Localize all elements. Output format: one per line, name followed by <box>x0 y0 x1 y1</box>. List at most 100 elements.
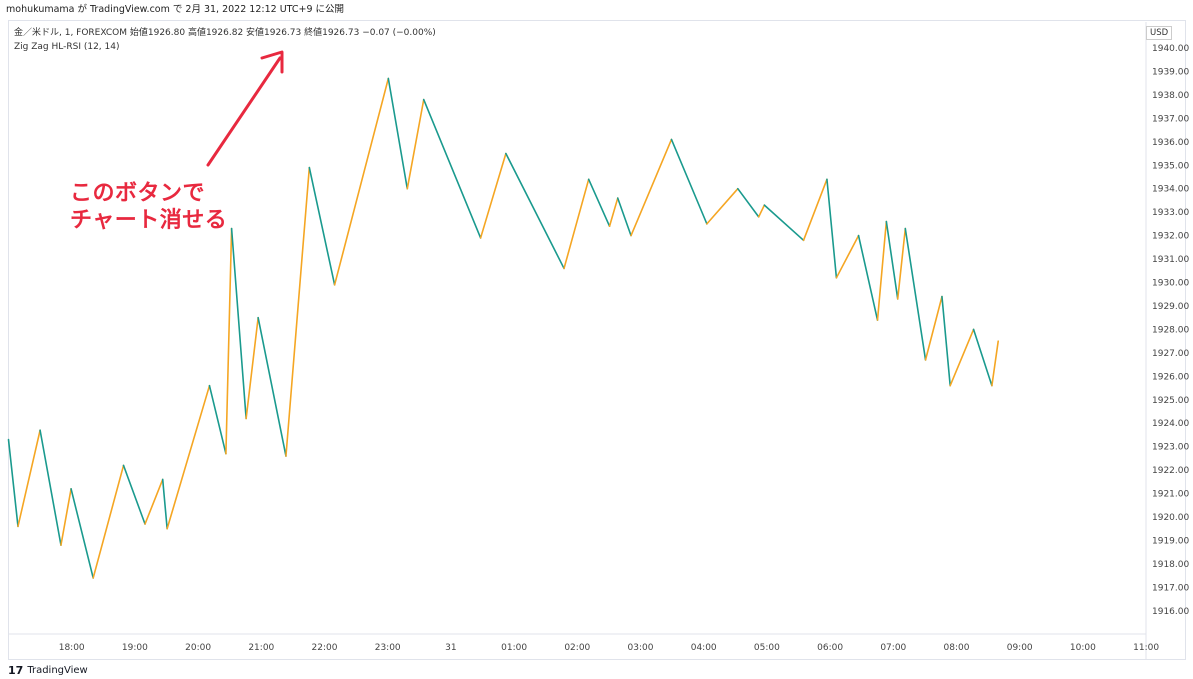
zigzag-down-segment <box>39 429 62 546</box>
time-tick-label: 20:00 <box>185 643 211 653</box>
annotation-arrow <box>206 50 284 167</box>
zigzag-down-segment <box>826 178 838 279</box>
chart-frame <box>8 20 1186 660</box>
zigzag-down-segment <box>7 438 19 528</box>
price-axis[interactable]: 1940.00 1939.00 1938.00 1937.00 1936.00 1935.… <box>1145 22 1189 659</box>
zigzag-up-segment <box>166 384 211 530</box>
zigzag-down-segment <box>904 227 927 361</box>
price-tick-label: 1919.00 <box>1152 536 1189 546</box>
zigzag-up-segment <box>144 478 164 525</box>
zigzag-up-segment <box>802 178 828 242</box>
tradingview-brand[interactable]: 𝟭𝟳 TradingView <box>8 664 88 677</box>
time-tick-label: 04:00 <box>691 643 717 653</box>
price-tick-label: 1940.00 <box>1152 44 1189 54</box>
price-tick-label: 1934.00 <box>1152 185 1189 195</box>
zigzag-up-segment <box>17 429 41 528</box>
time-tick-label: 09:00 <box>1007 643 1033 653</box>
price-tick-label: 1924.00 <box>1152 419 1189 429</box>
price-tick-label: 1930.00 <box>1152 279 1189 289</box>
zigzag-down-segment <box>505 152 565 270</box>
zigzag-up-segment <box>479 152 507 239</box>
zigzag-up-segment <box>876 220 888 321</box>
annotation-line-1: このボタンで <box>70 181 206 206</box>
currency-label[interactable]: USD <box>1146 26 1173 40</box>
zigzag-up-segment <box>333 77 390 286</box>
time-tick-label: 01:00 <box>501 643 527 653</box>
zigzag-line <box>7 77 1000 579</box>
zigzag-up-segment <box>608 197 619 228</box>
zigzag-up-segment <box>92 464 125 579</box>
price-tick-label: 1927.00 <box>1152 349 1189 359</box>
zigzag-up-segment <box>406 98 425 190</box>
zigzag-down-segment <box>857 234 879 321</box>
price-tick-label: 1935.00 <box>1152 161 1189 171</box>
time-tick-label: 19:00 <box>122 643 148 653</box>
time-tick-label: 21:00 <box>248 643 274 653</box>
annotation-text: このボタンで チャート消せる <box>70 180 227 234</box>
zigzag-down-segment <box>208 384 227 455</box>
chart-legend: 金／米ドル, 1, FOREXCOM 始値1926.80 高値1926.82 安… <box>14 26 436 54</box>
indicator-info[interactable]: Zig Zag HL-RSI (12, 14) <box>14 42 120 52</box>
price-tick-label: 1916.00 <box>1152 607 1189 617</box>
zigzag-up-segment <box>949 328 975 387</box>
zigzag-down-segment <box>763 204 805 242</box>
zigzag-down-segment <box>941 295 951 387</box>
zigzag-up-segment <box>757 204 766 218</box>
zigzag-down-segment <box>308 166 336 286</box>
zigzag-down-segment <box>70 488 94 579</box>
price-tick-label: 1939.00 <box>1152 67 1189 77</box>
time-tick-label: 07:00 <box>880 643 906 653</box>
price-tick-label: 1918.00 <box>1152 560 1189 570</box>
zigzag-up-segment <box>630 138 673 237</box>
zigzag-up-segment <box>225 227 233 455</box>
zigzag-down-segment <box>122 464 146 525</box>
time-tick-label: 31 <box>445 643 456 653</box>
zigzag-up-segment <box>245 316 259 420</box>
zigzag-up-segment <box>60 488 72 546</box>
price-tick-label: 1923.00 <box>1152 443 1189 453</box>
time-tick-label: 08:00 <box>944 643 970 653</box>
zigzag-down-segment <box>387 77 409 190</box>
zigzag-up-segment <box>991 340 1000 387</box>
symbol-info[interactable]: 金／米ドル, 1, FOREXCOM 始値1926.80 高値1926.82 安… <box>14 28 436 38</box>
zigzag-up-segment <box>706 187 739 225</box>
time-tick-label: 10:00 <box>1070 643 1096 653</box>
annotation-line-2: チャート消せる <box>70 208 228 233</box>
zigzag-up-segment <box>285 166 311 457</box>
time-tick-label: 02:00 <box>564 643 590 653</box>
time-tick-label: 03:00 <box>628 643 654 653</box>
zigzag-up-segment <box>835 234 860 279</box>
price-tick-label: 1926.00 <box>1152 372 1189 382</box>
zigzag-down-segment <box>587 178 611 228</box>
price-tick-label: 1928.00 <box>1152 325 1189 335</box>
zigzag-down-segment <box>257 316 287 457</box>
time-tick-label: 11:00 <box>1133 643 1159 653</box>
tradingview-logo-icon: 𝟭𝟳 <box>8 664 24 677</box>
zigzag-down-segment <box>972 328 993 387</box>
time-axis[interactable]: 18:00 19:00 20:00 21:00 22:00 23:00 31 01:00 02:… <box>9 633 1159 653</box>
zigzag-down-segment <box>616 197 632 237</box>
price-tick-label: 1933.00 <box>1152 208 1189 218</box>
price-tick-label: 1932.00 <box>1152 232 1189 242</box>
time-tick-label: 18:00 <box>59 643 85 653</box>
zigzag-down-segment <box>737 187 760 218</box>
price-tick-label: 1936.00 <box>1152 138 1189 148</box>
zigzag-down-segment <box>885 220 899 300</box>
price-tick-label: 1929.00 <box>1152 302 1189 312</box>
price-tick-label: 1920.00 <box>1152 513 1189 523</box>
price-tick-label: 1938.00 <box>1152 91 1189 101</box>
price-tick-label: 1921.00 <box>1152 490 1189 500</box>
time-tick-label: 06:00 <box>817 643 843 653</box>
zigzag-up-segment <box>563 178 590 270</box>
zigzag-up-segment <box>896 227 907 300</box>
time-tick-label: 22:00 <box>312 643 338 653</box>
publish-info: mohukumama が TradingView.com で 2月 31, 20… <box>6 4 345 15</box>
brand-name: TradingView <box>27 665 88 676</box>
price-tick-label: 1925.00 <box>1152 396 1189 406</box>
zigzag-down-segment <box>670 138 708 225</box>
time-tick-label: 23:00 <box>375 643 401 653</box>
price-tick-label: 1922.00 <box>1152 466 1189 476</box>
price-tick-label: 1931.00 <box>1152 255 1189 265</box>
zigzag-down-segment <box>422 98 482 239</box>
